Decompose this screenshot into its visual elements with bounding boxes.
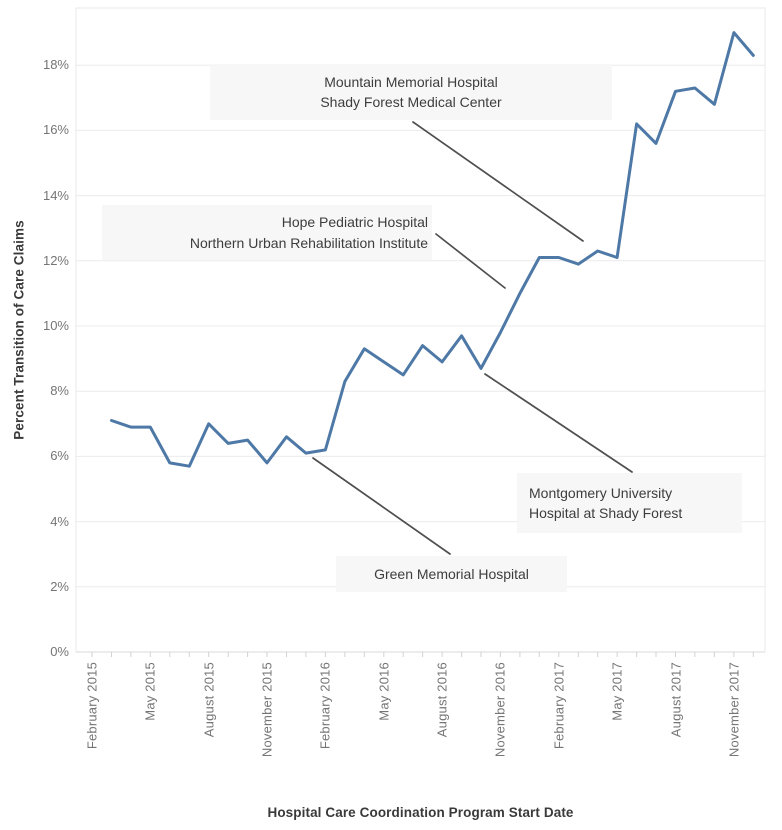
trend-line <box>110 31 755 468</box>
y-tick-label: 8% <box>50 383 69 399</box>
x-tick-label: February 2017 <box>551 662 567 750</box>
x-axis-title: Hospital Care Coordination Program Start… <box>267 805 574 820</box>
x-tick-label: November 2017 <box>726 662 742 758</box>
x-tick-label: February 2016 <box>317 662 333 750</box>
y-tick-label: 0% <box>50 644 69 659</box>
y-tick-label: 4% <box>50 513 69 529</box>
annotation-text: Mountain Memorial Hospital <box>324 73 498 90</box>
annotation-green-memorial: Green Memorial Hospital <box>336 556 567 592</box>
annotation-leader-hope-pediatric <box>435 233 506 289</box>
annotation-mountain-memorial: Mountain Memorial Hospital Shady Forest M… <box>210 64 612 120</box>
plot-border <box>75 7 766 652</box>
annotation-leader-montgomery-university <box>484 373 633 473</box>
x-tick-label: August 2017 <box>668 662 683 738</box>
annotation-text: Hospital at Shady Forest <box>529 505 683 521</box>
y-tick-label: 10% <box>42 318 69 333</box>
x-tick-label: May 2015 <box>142 662 158 721</box>
y-tick-label: 6% <box>50 448 69 464</box>
annotation-leader-green-memorial <box>312 457 451 555</box>
y-tick-label: 18% <box>42 57 69 73</box>
y-tick-label: 14% <box>42 187 69 203</box>
x-tick-label: May 2016 <box>376 662 392 721</box>
y-tick-label: 12% <box>42 252 69 268</box>
y-tick-label: 2% <box>50 578 69 594</box>
x-tick-label: August 2016 <box>434 662 450 738</box>
annotation-text: Hope Pediatric Hospital <box>281 214 428 230</box>
annotation-leader-mountain-memorial <box>412 121 584 242</box>
annotation-montgomery-university: Montgomery University Hospital at Shady F… <box>517 473 742 533</box>
annotation-text: Shady Forest Medical Center <box>320 94 502 110</box>
x-tick-label: August 2015 <box>201 662 217 738</box>
x-tick-label: May 2017 <box>609 662 625 721</box>
x-tick-label: November 2016 <box>492 662 508 758</box>
annotation-text: Montgomery University <box>529 484 673 501</box>
annotation-hope-pediatric: Hope Pediatric Hospital Northern Urban Re… <box>102 205 432 260</box>
y-tick-label: 16% <box>42 122 69 138</box>
annotation-text: Northern Urban Rehabilitation Institute <box>189 234 428 251</box>
x-tick-label: February 2015 <box>84 662 100 750</box>
x-tick-label: November 2015 <box>259 662 275 758</box>
annotation-text: Green Memorial Hospital <box>374 565 529 582</box>
